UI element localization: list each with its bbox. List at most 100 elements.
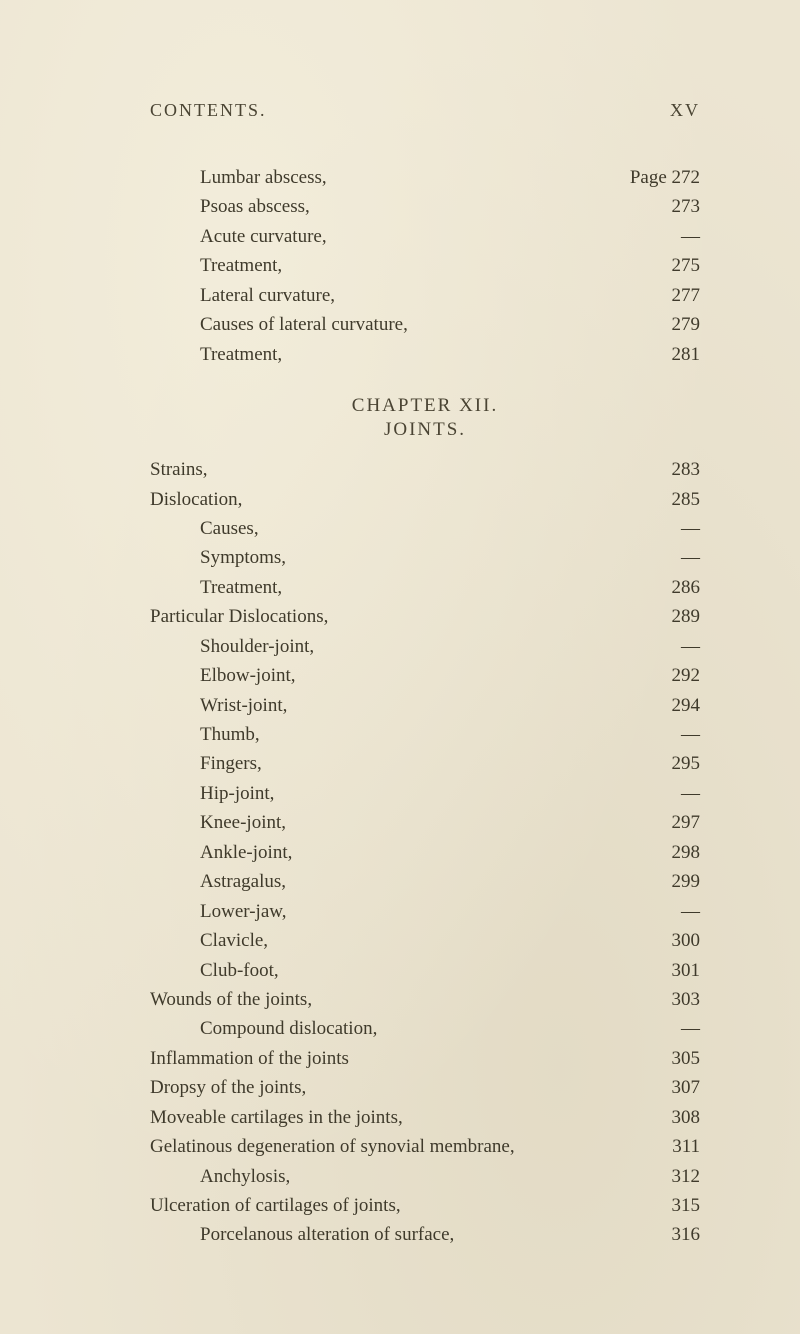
toc-entry-label: Porcelanous alteration of surface,: [150, 1220, 630, 1249]
toc-entry-page: —: [630, 543, 700, 572]
toc-entry-label: Club-foot,: [150, 956, 630, 985]
toc-entry-label: Inflammation of the joints: [150, 1044, 630, 1073]
toc-entry-label: Causes of lateral curvature,: [150, 310, 630, 339]
toc-entry-page: 295: [630, 749, 700, 778]
toc-entry: Acute curvature,—: [150, 222, 700, 251]
toc-entry-page: —: [630, 514, 700, 543]
toc-entry: Psoas abscess,273: [150, 192, 700, 221]
toc-entry-label: Shoulder-joint,: [150, 632, 630, 661]
toc-entry-label: Treatment,: [150, 573, 630, 602]
toc-entry-page: 303: [630, 985, 700, 1014]
toc-entry-label: Clavicle,: [150, 926, 630, 955]
toc-entry: Club-foot,301: [150, 956, 700, 985]
toc-entry-page: 281: [630, 340, 700, 369]
toc-entry-label: Anchylosis,: [150, 1162, 630, 1191]
toc-entry-label: Lumbar abscess,: [150, 163, 580, 192]
toc-entry-page: 297: [630, 808, 700, 837]
toc-entry-page: Page 272: [580, 163, 700, 192]
toc-entry-label: Moveable cartilages in the joints,: [150, 1103, 630, 1132]
book-page: CONTENTS. XV Lumbar abscess,Page 272Psoa…: [0, 0, 800, 1334]
running-head-left: CONTENTS.: [150, 100, 267, 121]
toc-entry-label: Treatment,: [150, 340, 630, 369]
toc-entry-label: Dislocation,: [150, 485, 630, 514]
toc-entry: Hip-joint,—: [150, 779, 700, 808]
toc-entry-label: Elbow-joint,: [150, 661, 630, 690]
toc-entry-page: 307: [630, 1073, 700, 1102]
toc-entry-page: 279: [630, 310, 700, 339]
toc-entry: Knee-joint,297: [150, 808, 700, 837]
toc-entry: Dislocation,285: [150, 485, 700, 514]
toc-entry: Symptoms,—: [150, 543, 700, 572]
toc-entry: Wounds of the joints,303: [150, 985, 700, 1014]
toc-entry-label: Compound dislocation,: [150, 1014, 630, 1043]
chapter-subtitle: JOINTS.: [150, 419, 700, 441]
toc-entry-page: —: [630, 632, 700, 661]
toc-entry-label: Ankle-joint,: [150, 838, 630, 867]
chapter-title: CHAPTER XII.: [150, 395, 700, 417]
toc-entry-page: 316: [630, 1220, 700, 1249]
toc-entry-page: 275: [630, 251, 700, 280]
toc-entry: Dropsy of the joints,307: [150, 1073, 700, 1102]
toc-entry-page: —: [630, 720, 700, 749]
toc-entry-page: 277: [630, 281, 700, 310]
toc-entry: Causes of lateral curvature,279: [150, 310, 700, 339]
toc-entry-label: Wounds of the joints,: [150, 985, 630, 1014]
toc-entry-label: Lateral curvature,: [150, 281, 630, 310]
toc-entry: Treatment,281: [150, 340, 700, 369]
toc-entry-label: Psoas abscess,: [150, 192, 630, 221]
toc-entry-page: 292: [630, 661, 700, 690]
toc-entry-label: Thumb,: [150, 720, 630, 749]
toc-entry-label: Wrist-joint,: [150, 691, 630, 720]
toc-entry-page: 299: [630, 867, 700, 896]
toc-entry-page: 300: [630, 926, 700, 955]
toc-entry-page: 308: [630, 1103, 700, 1132]
toc-block-main: Strains,283Dislocation,285Causes,—Sympto…: [150, 455, 700, 1250]
toc-entry-page: 285: [630, 485, 700, 514]
toc-entry: Anchylosis,312: [150, 1162, 700, 1191]
toc-entry-label: Symptoms,: [150, 543, 630, 572]
toc-entry: Moveable cartilages in the joints,308: [150, 1103, 700, 1132]
toc-entry-page: 312: [630, 1162, 700, 1191]
toc-entry: Thumb,—: [150, 720, 700, 749]
toc-entry-page: 305: [630, 1044, 700, 1073]
toc-entry-label: Causes,: [150, 514, 630, 543]
toc-entry-page: 273: [630, 192, 700, 221]
toc-entry: Porcelanous alteration of surface,316: [150, 1220, 700, 1249]
toc-entry-page: 315: [630, 1191, 700, 1220]
toc-entry-label: Lower-jaw,: [150, 897, 630, 926]
toc-entry-page: 289: [630, 602, 700, 631]
toc-entry-label: Particular Dislocations,: [150, 602, 630, 631]
toc-entry-page: 283: [630, 455, 700, 484]
toc-entry-label: Acute curvature,: [150, 222, 630, 251]
toc-entry-label: Knee-joint,: [150, 808, 630, 837]
toc-entry: Treatment,275: [150, 251, 700, 280]
toc-entry: Lateral curvature,277: [150, 281, 700, 310]
toc-entry-page: 286: [630, 573, 700, 602]
toc-entry-label: Astragalus,: [150, 867, 630, 896]
toc-entry: Wrist-joint,294: [150, 691, 700, 720]
running-head: CONTENTS. XV: [150, 100, 700, 121]
chapter-heading: CHAPTER XII. JOINTS.: [150, 395, 700, 441]
toc-entry: Astragalus,299: [150, 867, 700, 896]
toc-entry-page: 301: [630, 956, 700, 985]
toc-entry-page: 298: [630, 838, 700, 867]
toc-entry: Lower-jaw,—: [150, 897, 700, 926]
toc-entry-label: Hip-joint,: [150, 779, 630, 808]
toc-entry: Fingers,295: [150, 749, 700, 778]
toc-entry: Ulceration of cartilages of joints,315: [150, 1191, 700, 1220]
toc-entry-page: —: [630, 1014, 700, 1043]
toc-entry: Compound dislocation,—: [150, 1014, 700, 1043]
toc-entry: Elbow-joint,292: [150, 661, 700, 690]
toc-entry-page: 294: [630, 691, 700, 720]
toc-entry-label: Ulceration of cartilages of joints,: [150, 1191, 630, 1220]
toc-entry-page: —: [630, 779, 700, 808]
toc-entry: Strains,283: [150, 455, 700, 484]
toc-entry-label: Gelatinous degeneration of synovial memb…: [150, 1132, 630, 1161]
toc-entry-label: Fingers,: [150, 749, 630, 778]
toc-entry: Clavicle,300: [150, 926, 700, 955]
toc-entry: Gelatinous degeneration of synovial memb…: [150, 1132, 700, 1161]
toc-entry-label: Dropsy of the joints,: [150, 1073, 630, 1102]
toc-entry: Inflammation of the joints305: [150, 1044, 700, 1073]
toc-entry-label: Treatment,: [150, 251, 630, 280]
toc-entry: Particular Dislocations,289: [150, 602, 700, 631]
